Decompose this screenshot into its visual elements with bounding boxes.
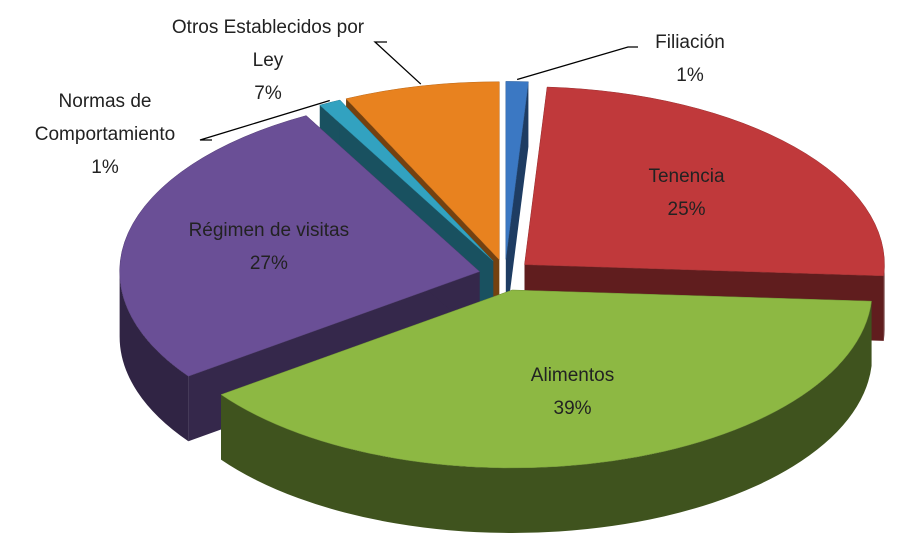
slice-top [119, 115, 481, 377]
value-label: 1% [676, 65, 704, 86]
slice-top [319, 99, 494, 262]
value-label: 25% [667, 199, 706, 221]
data-label: Régimen de visitas 27% [159, 214, 379, 280]
category-label: Filiación [655, 32, 725, 53]
data-label: Filiación 1% [630, 26, 750, 92]
slice-top [505, 81, 529, 260]
category-label: Alimentos [530, 364, 615, 386]
slice-side [119, 271, 189, 442]
data-label: Régimen de visitas 27% [159, 214, 379, 280]
value-label: 39% [553, 397, 592, 419]
data-label: Alimentos 39% [463, 359, 683, 425]
data-label: Alimentos 39% [463, 359, 683, 425]
category-label: Régimen de visitas [188, 220, 350, 242]
category-label: Otros Establecidos por Ley [171, 17, 365, 71]
slice-top [524, 86, 885, 277]
data-label: Filiación 1% [630, 26, 750, 92]
data-label: Tenencia 25% [577, 160, 797, 226]
category-label: Normas de Comportamiento [34, 91, 176, 145]
slice-side [883, 264, 885, 341]
slice-side [221, 301, 872, 533]
slice [220, 289, 872, 533]
value-label: 7% [254, 83, 282, 104]
data-label: Tenencia 25% [577, 160, 797, 226]
slice-wall [505, 81, 529, 325]
slice-top [220, 289, 872, 469]
leader-line [516, 46, 638, 81]
data-label: Otros Establecidos por Ley 7% [158, 11, 378, 110]
data-label: Normas de Comportamiento 1% [5, 85, 205, 184]
category-label: Tenencia [648, 166, 725, 188]
slice [505, 81, 529, 325]
slice-top [345, 81, 500, 261]
value-label: 27% [249, 253, 288, 275]
data-label: Otros Establecidos por Ley 7% [158, 11, 378, 110]
value-label: 1% [91, 157, 119, 178]
leader-line [199, 99, 330, 141]
data-label: Normas de Comportamiento 1% [5, 85, 205, 184]
leader-line [373, 41, 422, 85]
